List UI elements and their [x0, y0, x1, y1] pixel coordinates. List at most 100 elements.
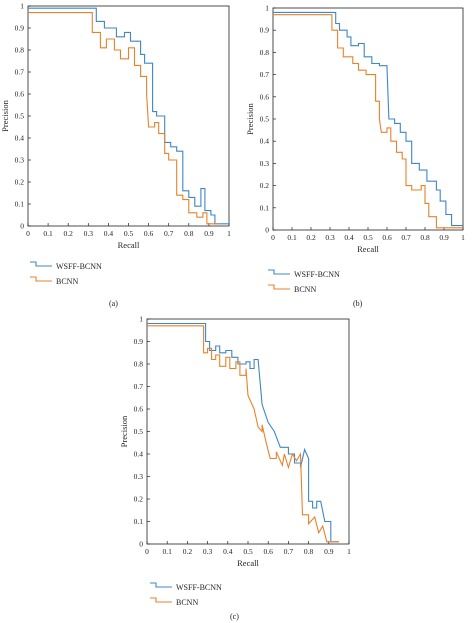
x-tick-label: 0.3 [84, 229, 94, 238]
legend-entry: WSFF-BCNN [294, 270, 340, 279]
x-axis-label: Recall [237, 558, 259, 568]
x-tick-label: 0.9 [439, 233, 449, 242]
x-tick-label: 1 [347, 547, 351, 556]
x-tick-label: 0.2 [64, 229, 74, 238]
legend-entry: WSFF-BCNN [56, 262, 102, 271]
y-tick-label: 0.1 [15, 200, 25, 209]
x-tick-label: 0.5 [124, 229, 134, 238]
y-tick-label: 0.2 [134, 495, 144, 504]
y-tick-label: 0.5 [15, 112, 25, 121]
y-tick-label: 0.4 [134, 450, 144, 459]
y-tick-label: 0.8 [260, 48, 270, 57]
y-tick-label: 0.8 [15, 46, 25, 55]
x-axis-label: Recall [357, 244, 379, 254]
series-line-bcnn [147, 325, 339, 543]
x-tick-label: 0.4 [104, 229, 114, 238]
y-tick-label: 0.1 [260, 203, 270, 212]
legend-entry: BCNN [56, 277, 78, 286]
y-tick-label: 0.2 [15, 178, 25, 187]
series-line-bcnn [28, 12, 219, 225]
x-tick-label: 0.7 [401, 233, 411, 242]
x-tick-label: 0.1 [43, 229, 53, 238]
x-tick-label: 0.1 [287, 233, 297, 242]
series-line-bcnn [273, 14, 463, 229]
x-tick-label: 1 [461, 233, 465, 242]
x-tick-label: 0 [271, 233, 275, 242]
legend: WSFF-BCNN BCNN [30, 261, 102, 286]
plot-frame [146, 318, 350, 545]
y-axis-label: Precision [119, 415, 129, 447]
legend-swatch [150, 597, 172, 603]
legend-swatch [150, 582, 172, 588]
x-tick-label: 0.6 [382, 233, 392, 242]
panel-label-c: (c) [230, 612, 239, 621]
x-tick-label: 0.6 [264, 547, 274, 556]
x-axis-label: Recall [118, 240, 140, 250]
x-tick-label: 0.5 [243, 547, 253, 556]
legend-entry: BCNN [176, 598, 198, 607]
y-tick-label: 1 [265, 4, 269, 13]
x-tick-label: 0.2 [183, 547, 193, 556]
legend-entry: WSFF-BCNN [176, 583, 222, 592]
plot-frame [272, 7, 464, 231]
y-tick-label: 0 [265, 226, 269, 235]
panel-label-a: (a) [109, 299, 118, 308]
x-tick-label: 0.5 [363, 233, 373, 242]
chart-panel-1: 0 0.1 0.2 0.3 0.4 0.5 0.6 0.7 0.8 0.9 1 0 0.1 0.2 0.3 0… [0, 2, 231, 287]
x-tick-label: 0.8 [184, 229, 194, 238]
y-tick-label: 0.4 [260, 137, 270, 146]
x-tick-label: 0.9 [324, 547, 334, 556]
legend-swatch [30, 276, 52, 282]
x-tick-label: 0 [145, 547, 149, 556]
y-tick-label: 0.7 [134, 382, 144, 391]
x-tick-label: 0.4 [223, 547, 233, 556]
series-line-wsff-bcnn [273, 11, 463, 227]
legend-swatch [268, 269, 290, 275]
x-tick-label: 1 [227, 229, 231, 238]
x-tick-label: 0.8 [420, 233, 430, 242]
y-tick-label: 1 [20, 2, 24, 11]
plot-frame [27, 5, 230, 227]
x-tick-label: 0.6 [144, 229, 154, 238]
y-tick-label: 0.6 [260, 92, 270, 101]
panel-label-b: (b) [353, 299, 363, 308]
x-tick-label: 0.4 [344, 233, 354, 242]
y-tick-label: 0.9 [134, 337, 144, 346]
legend: WSFF-BCNN BCNN [268, 269, 340, 294]
y-tick-label: 0.6 [15, 90, 25, 99]
y-tick-label: 0.5 [260, 115, 270, 124]
x-tick-label: 0.7 [284, 547, 294, 556]
y-axis-label: Precision [245, 102, 255, 134]
y-tick-label: 0.3 [15, 156, 25, 165]
x-tick-label: 0.7 [164, 229, 174, 238]
chart-panel-3: 0 0.1 0.2 0.3 0.4 0.5 0.6 0.7 0.8 0.9 1 0 0.1 0.2 0.3 0… [119, 315, 351, 608]
legend-swatch [30, 261, 52, 267]
y-tick-label: 0.6 [134, 405, 144, 414]
series-line-wsff-bcnn [147, 322, 339, 543]
y-tick-label: 0.5 [134, 427, 144, 436]
y-axis-label: Precision [0, 99, 10, 131]
legend-swatch [268, 284, 290, 290]
x-tick-label: 0.9 [204, 229, 214, 238]
x-tick-label: 0 [26, 229, 30, 238]
y-tick-label: 0 [139, 540, 143, 549]
y-tick-label: 0.4 [15, 134, 25, 143]
y-tick-label: 0.8 [134, 360, 144, 369]
y-tick-label: 0.3 [260, 159, 270, 168]
y-tick-label: 0 [20, 222, 24, 231]
series-line-wsff-bcnn [28, 7, 229, 225]
y-tick-label: 0.9 [260, 26, 270, 35]
x-tick-label: 0.3 [325, 233, 335, 242]
x-tick-label: 0.3 [203, 547, 213, 556]
x-tick-label: 0.8 [304, 547, 314, 556]
chart-panel-2: 0 0.1 0.2 0.3 0.4 0.5 0.6 0.7 0.8 0.9 1 0 0.1 0.2 0.3 0… [245, 4, 465, 295]
y-tick-label: 0.7 [15, 68, 25, 77]
y-tick-label: 1 [139, 315, 143, 324]
x-tick-label: 0.1 [163, 547, 173, 556]
y-tick-label: 0.9 [15, 24, 25, 33]
y-tick-label: 0.2 [260, 181, 270, 190]
y-tick-label: 0.7 [260, 70, 270, 79]
legend-entry: BCNN [294, 285, 316, 294]
x-tick-label: 0.2 [306, 233, 316, 242]
